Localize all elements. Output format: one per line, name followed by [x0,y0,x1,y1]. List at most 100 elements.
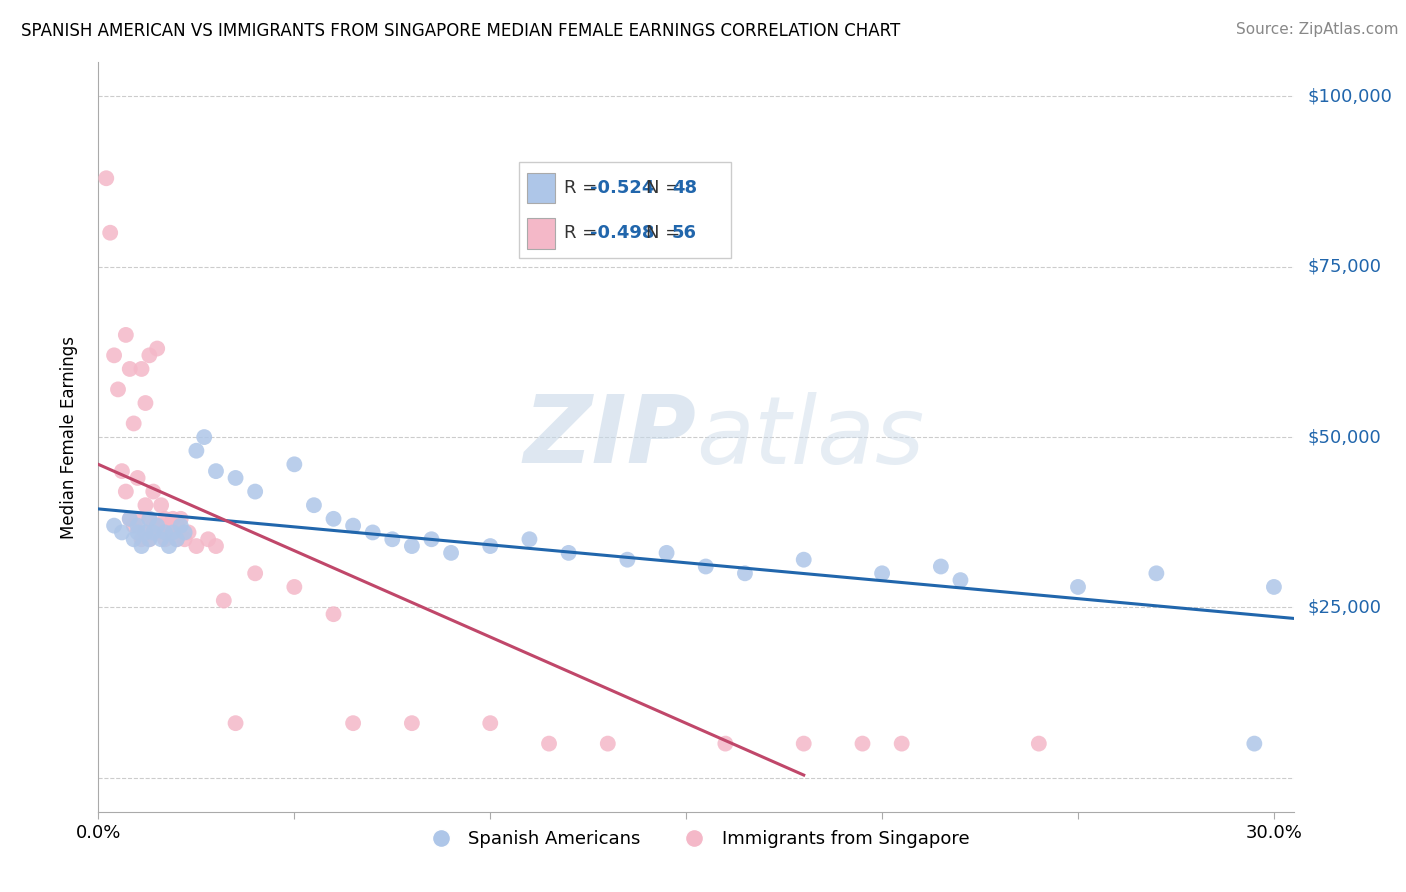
Point [949,573,972,587]
Point [118,512,141,526]
Text: 56: 56 [672,224,697,242]
Text: ZIP: ZIP [523,391,696,483]
Point [103,348,125,362]
Point [225,716,247,731]
Point [134,525,156,540]
Point [177,525,200,540]
Point [557,546,579,560]
Point [134,525,156,540]
Point [115,327,138,342]
Point [212,593,235,607]
Point [381,533,404,547]
Text: SPANISH AMERICAN VS IMMIGRANTS FROM SINGAPORE MEDIAN FEMALE EARNINGS CORRELATION: SPANISH AMERICAN VS IMMIGRANTS FROM SING… [21,22,900,40]
Text: $75,000: $75,000 [1308,258,1382,276]
Point [146,518,169,533]
Point [361,525,384,540]
Point [111,525,134,540]
Point [173,533,195,547]
Text: atlas: atlas [696,392,924,483]
Point [1067,580,1090,594]
Point [153,533,176,547]
Point [851,737,873,751]
Point [283,458,305,472]
Point [118,512,141,526]
Point [1028,737,1050,751]
Point [793,552,815,566]
Point [122,533,145,547]
FancyBboxPatch shape [527,218,555,249]
Point [929,559,952,574]
Y-axis label: Median Female Earnings: Median Female Earnings [59,335,77,539]
Point [127,512,149,526]
Point [142,518,165,533]
Point [870,566,893,581]
Point [420,533,443,547]
Point [111,464,134,478]
Text: -0.524: -0.524 [591,179,655,197]
Point [122,518,145,533]
Point [342,518,364,533]
Point [655,546,678,560]
Point [1263,580,1285,594]
Point [131,362,153,376]
Point [1144,566,1167,581]
Point [142,525,165,540]
Point [714,737,737,751]
Point [166,533,188,547]
Text: R =: R = [564,179,603,197]
Point [150,518,173,533]
Point [138,512,160,526]
Point [197,533,219,547]
Point [150,533,173,547]
Point [243,484,266,499]
Point [519,533,541,547]
Point [342,716,364,731]
Point [401,539,423,553]
Point [401,716,423,731]
Point [138,348,160,362]
Point [186,539,208,553]
Point [157,539,180,553]
Point [479,539,502,553]
Point [695,559,717,574]
Point [134,396,156,410]
Point [122,417,145,431]
Text: $100,000: $100,000 [1308,87,1392,105]
Point [170,512,193,526]
Point [170,518,193,533]
Point [127,471,149,485]
Point [96,171,118,186]
Text: $25,000: $25,000 [1308,599,1382,616]
Point [322,607,344,622]
Point [890,737,912,751]
Text: $50,000: $50,000 [1308,428,1381,446]
Text: N =: N = [647,224,686,242]
Legend: Spanish Americans, Immigrants from Singapore: Spanish Americans, Immigrants from Singa… [416,822,976,855]
Point [166,518,188,533]
Point [118,362,141,376]
Text: -0.498: -0.498 [591,224,655,242]
Point [138,512,160,526]
Point [322,512,344,526]
Text: Source: ZipAtlas.com: Source: ZipAtlas.com [1236,22,1399,37]
FancyBboxPatch shape [527,172,555,203]
Point [134,498,156,512]
Point [142,484,165,499]
Point [205,539,228,553]
Point [146,518,169,533]
Point [173,525,195,540]
Point [103,518,125,533]
Point [157,525,180,540]
Point [131,533,153,547]
Point [127,518,149,533]
Point [153,525,176,540]
Point [734,566,756,581]
Point [440,546,463,560]
Point [1243,737,1265,751]
Point [596,737,619,751]
Point [138,533,160,547]
Point [157,518,180,533]
Text: R =: R = [564,224,603,242]
Point [162,512,184,526]
Point [115,484,138,499]
